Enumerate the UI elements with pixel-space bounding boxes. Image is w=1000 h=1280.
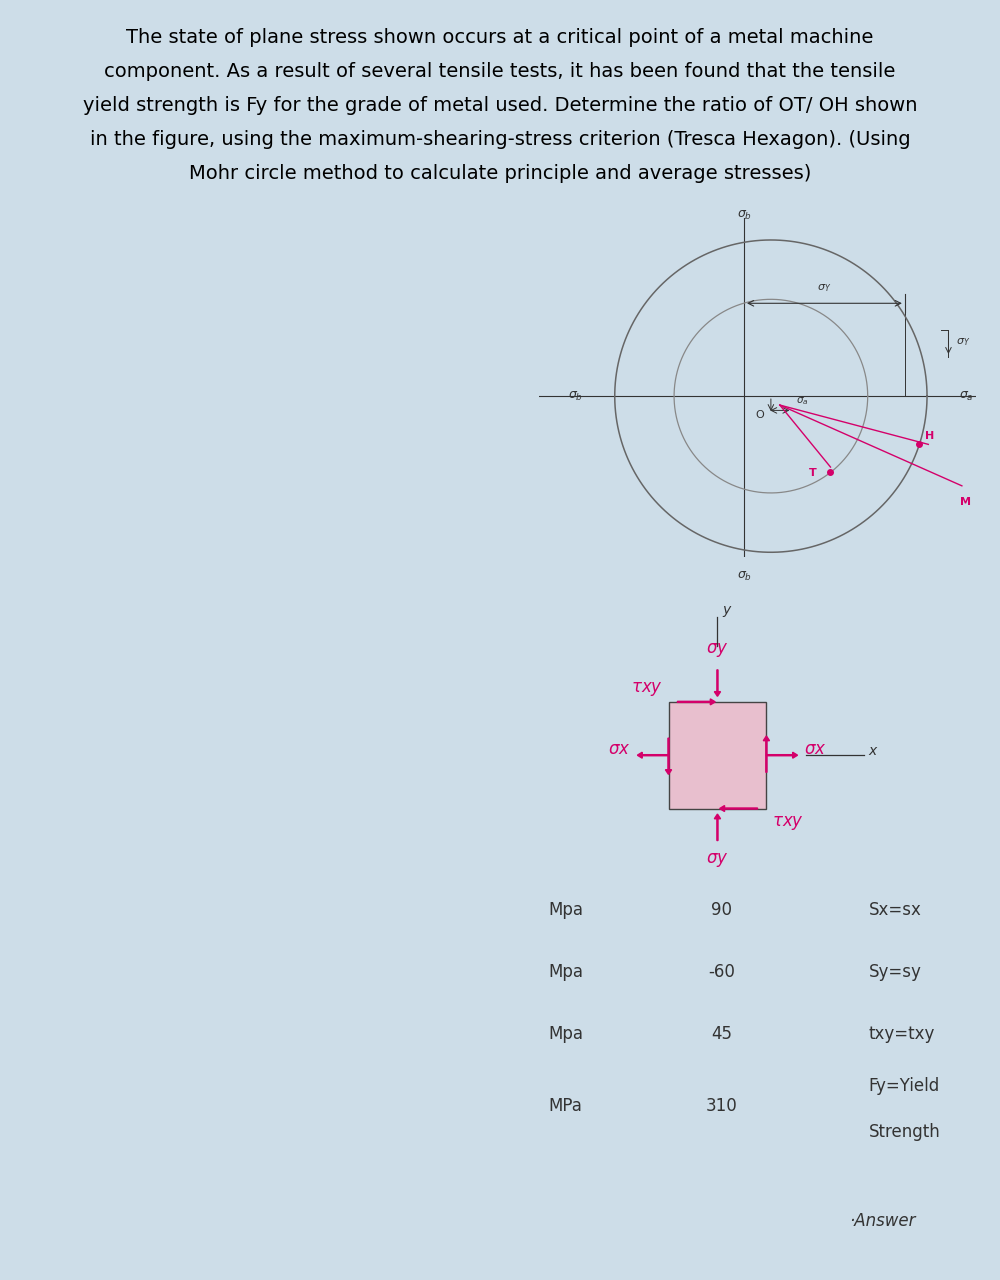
Text: $\sigma y$: $\sigma y$: [706, 851, 729, 869]
Text: $\sigma x$: $\sigma x$: [608, 740, 631, 758]
Text: $\sigma_a$: $\sigma_a$: [959, 389, 974, 403]
Text: O: O: [755, 411, 764, 420]
Text: -60: -60: [708, 963, 735, 980]
Text: M: M: [960, 498, 971, 507]
Bar: [668, 701, 766, 809]
FancyArrow shape: [665, 739, 672, 774]
Text: txy=txy: txy=txy: [869, 1025, 935, 1043]
Text: $\tau xy$: $\tau xy$: [631, 680, 663, 698]
Text: $\tau xy$: $\tau xy$: [772, 814, 804, 832]
Text: $\sigma x$: $\sigma x$: [804, 740, 827, 758]
Text: $\sigma y$: $\sigma y$: [706, 641, 729, 659]
Text: T: T: [809, 468, 817, 477]
FancyArrow shape: [714, 669, 721, 696]
FancyArrow shape: [766, 753, 798, 758]
Text: $\sigma_Y$: $\sigma_Y$: [956, 337, 970, 348]
Text: $\sigma_b$: $\sigma_b$: [737, 570, 752, 584]
Text: 310: 310: [706, 1097, 738, 1115]
Text: $\sigma_b$: $\sigma_b$: [737, 209, 752, 223]
Text: MPa: MPa: [548, 1097, 582, 1115]
FancyArrow shape: [637, 753, 668, 758]
Text: $\sigma_a$: $\sigma_a$: [796, 396, 808, 407]
Text: Fy=Yield: Fy=Yield: [869, 1078, 940, 1096]
Text: The state of plane stress shown occurs at a critical point of a metal machine
co: The state of plane stress shown occurs a…: [83, 28, 917, 183]
Text: Sx=sx: Sx=sx: [869, 901, 922, 919]
Text: ·Answer: ·Answer: [849, 1212, 915, 1230]
FancyArrow shape: [677, 699, 715, 705]
Text: H: H: [925, 431, 934, 442]
FancyArrow shape: [720, 805, 758, 812]
Text: 45: 45: [711, 1025, 732, 1043]
Text: $\sigma_b$: $\sigma_b$: [568, 389, 583, 403]
Text: Mpa: Mpa: [548, 901, 583, 919]
Text: Mpa: Mpa: [548, 1025, 583, 1043]
Text: y: y: [723, 603, 731, 617]
Text: 90: 90: [711, 901, 732, 919]
Text: Mpa: Mpa: [548, 963, 583, 980]
Text: x: x: [869, 744, 877, 758]
FancyArrow shape: [714, 814, 721, 841]
FancyArrow shape: [763, 736, 770, 772]
Text: Strength: Strength: [869, 1124, 940, 1142]
Text: $\sigma_Y$: $\sigma_Y$: [817, 283, 832, 294]
Text: Sy=sy: Sy=sy: [869, 963, 922, 980]
